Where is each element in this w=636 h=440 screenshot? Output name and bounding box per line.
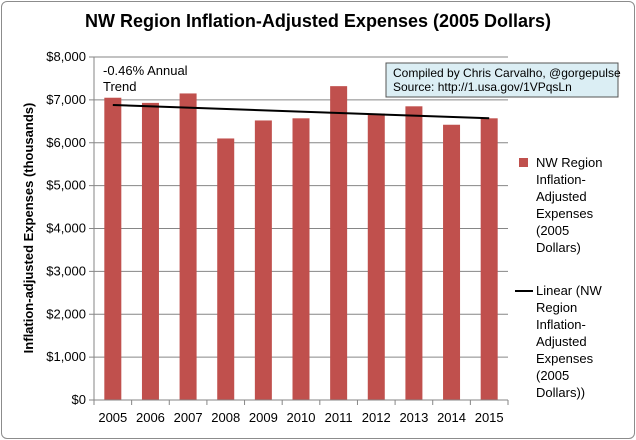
x-axis-ticks: 2005 2006 2007 2008 2009 2010 2011 2012 2013 2014… [93, 400, 509, 425]
source-note: Compiled by Chris Carvalho, @gorgepulse … [385, 62, 621, 98]
legend-label: Expenses [536, 351, 594, 366]
x-tick-label: 2009 [249, 410, 278, 425]
x-tick-label: 2005 [98, 410, 127, 425]
legend-label: (2005 [536, 223, 569, 238]
bar [330, 86, 348, 400]
legend-entry-trendline: Linear (NW Region Inflation- Adjusted Expens… [515, 283, 602, 400]
chart-title: NW Region Inflation-Adjusted Expenses (2… [85, 11, 551, 31]
legend-label: NW Region [536, 155, 602, 170]
x-tick-label: 2011 [325, 410, 353, 425]
bar [254, 120, 272, 400]
legend-entry-bars: NW Region Inflation- Adjusted Expenses (2005… [519, 155, 602, 255]
x-tick-label: 2008 [211, 410, 240, 425]
x-tick-label: 2010 [287, 410, 316, 425]
y-tick-label: $2,000 [46, 306, 86, 321]
x-tick-label: 2015 [475, 410, 504, 425]
y-tick-label: $5,000 [46, 178, 86, 193]
y-tick-label: $3,000 [46, 263, 86, 278]
bar [405, 106, 423, 401]
bar [217, 138, 235, 400]
source-note-line: Compiled by Chris Carvalho, @gorgepulse [393, 66, 621, 80]
y-tick-label: $0 [72, 392, 86, 407]
trendline-group [112, 104, 490, 120]
x-tick-label: 2014 [437, 410, 466, 425]
legend-label: (2005 [536, 368, 569, 383]
y-axis-ticks: $0 $1,000 $2,000 $3,000 $4,000 $5,000 $6,000 $7… [46, 49, 94, 407]
legend-label: Linear (NW [536, 283, 602, 298]
source-note-line: Source: http://1.usa.gov/1VPqsLn [393, 80, 572, 94]
bars [104, 86, 498, 401]
x-tick-label: 2007 [174, 410, 203, 425]
trend-annotation: -0.46% Annual Trend [103, 63, 188, 94]
x-tick-label: 2013 [399, 410, 428, 425]
bar [179, 93, 197, 400]
bar [292, 118, 310, 400]
y-tick-label: $1,000 [46, 349, 86, 364]
y-tick-label: $7,000 [46, 92, 86, 107]
source-note-box [385, 62, 619, 98]
x-tick-label: 2012 [362, 410, 391, 425]
y-tick-label: $4,000 [46, 221, 86, 236]
y-tick-label: $8,000 [46, 49, 86, 64]
bar [480, 118, 498, 400]
bar [104, 97, 122, 400]
legend-label: Inflation- [536, 172, 586, 187]
annotation-line: -0.46% Annual [103, 63, 188, 78]
legend-label: Adjusted [536, 334, 587, 349]
y-tick-label: $6,000 [46, 135, 86, 150]
legend-label: Inflation- [536, 317, 586, 332]
legend-label: Dollars) [536, 240, 581, 255]
legend-label: Expenses [536, 206, 594, 221]
legend-label: Dollars)) [536, 385, 585, 400]
bar [141, 102, 159, 400]
bar [367, 113, 385, 400]
legend-swatch [519, 158, 528, 167]
x-tick-label: 2006 [136, 410, 165, 425]
legend-label: Region [536, 300, 577, 315]
annotation-line: Trend [103, 79, 136, 94]
legend-label: Adjusted [536, 189, 587, 204]
y-axis-label: Inflation-adjusted Expenses (thousands) [21, 103, 36, 354]
bar [443, 124, 461, 401]
trendline [112, 104, 490, 120]
